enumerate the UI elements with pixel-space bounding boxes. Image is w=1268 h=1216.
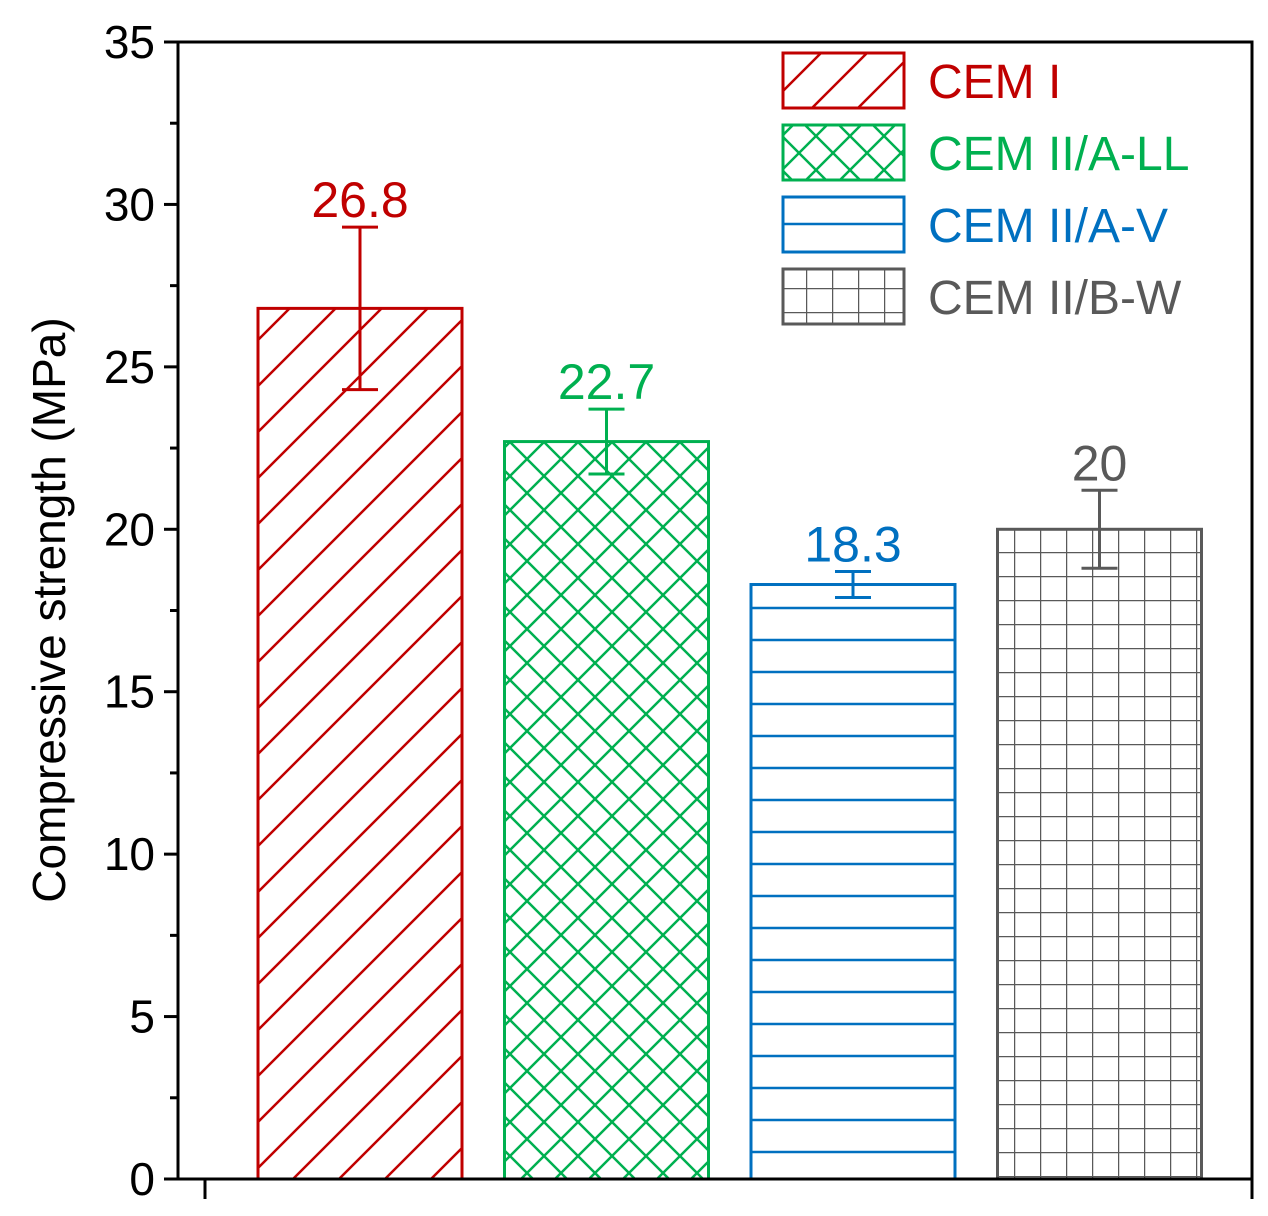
y-tick-label: 10	[104, 828, 155, 880]
legend-label-3: CEM II/A-V	[928, 200, 1168, 253]
legend-label-4: CEM II/B-W	[928, 272, 1182, 325]
legend-label-2: CEM II/A-LL	[928, 128, 1189, 181]
value-label-3: 18.3	[804, 517, 901, 573]
bars	[256, 306, 1203, 1181]
value-label-1: 26.8	[311, 172, 408, 228]
value-labels: 26.8 22.7 18.3 20	[311, 172, 1127, 572]
y-tick-label: 25	[104, 341, 155, 393]
error-bars	[342, 225, 1118, 600]
y-tick-label: 5	[129, 991, 155, 1043]
legend-swatch-2	[781, 123, 906, 182]
bar-1	[256, 306, 464, 1181]
bar-4	[996, 527, 1203, 1181]
value-label-4: 20	[1072, 435, 1128, 491]
legend-swatch-4	[781, 267, 906, 326]
value-label-2: 22.7	[558, 354, 655, 410]
y-tick-label: 20	[104, 503, 155, 555]
legend-label-1: CEM I	[928, 56, 1061, 109]
y-tick-label: 15	[104, 666, 155, 718]
y-axis: 0 5 10 15 20 25 30 35	[104, 16, 178, 1205]
y-axis-label: Compressive strength (MPa)	[23, 317, 75, 902]
bar-2	[503, 440, 710, 1181]
y-tick-label: 35	[104, 16, 155, 68]
legend: CEM I CEM II/A-LL CEM II/A-V CEM II/B-W	[781, 51, 1189, 326]
legend-swatch-1	[781, 51, 906, 110]
legend-swatch-3	[781, 195, 906, 254]
bar-3	[749, 583, 957, 1181]
y-tick-label: 0	[129, 1153, 155, 1205]
y-tick-label: 30	[104, 178, 155, 230]
